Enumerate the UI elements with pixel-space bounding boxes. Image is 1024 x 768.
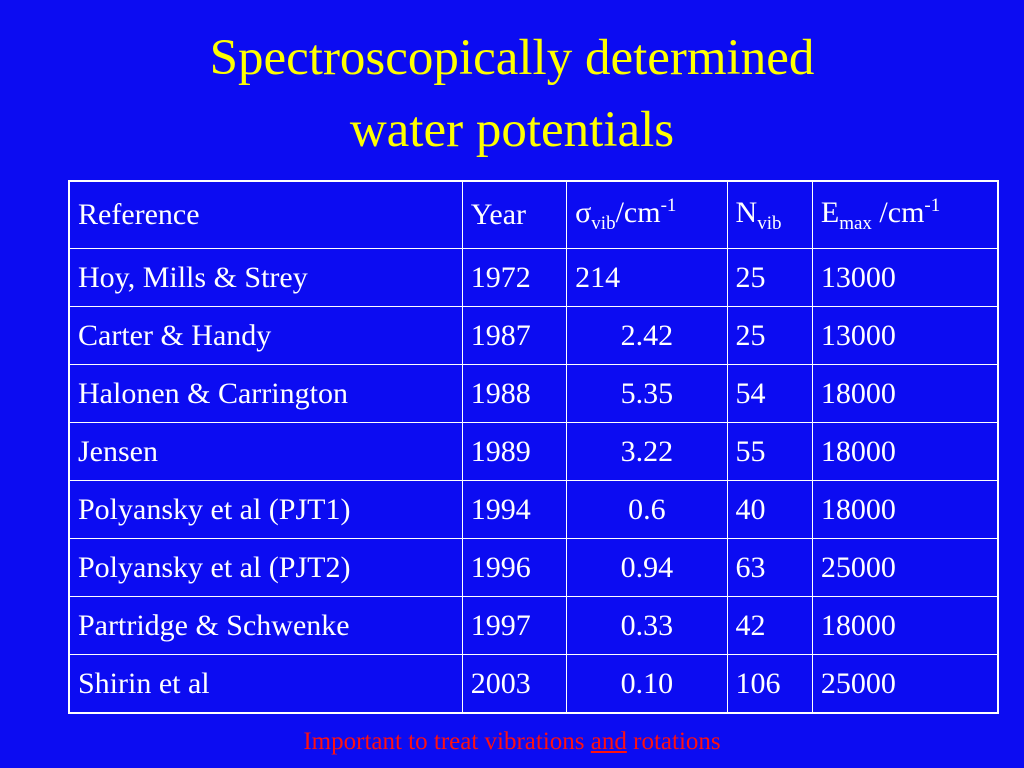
header-cell: Reference — [68, 180, 463, 249]
text-segment: rotations — [626, 728, 721, 755]
text-segment: Reference — [78, 198, 200, 231]
table-cell: 25 — [726, 306, 813, 365]
table-cell: 106 — [726, 654, 813, 714]
table-cell: 1996 — [461, 538, 568, 597]
table-cell: 2.42 — [566, 306, 728, 365]
table-cell: 18000 — [811, 596, 999, 655]
table-cell: 55 — [726, 422, 813, 481]
text-segment: σ — [575, 196, 592, 229]
header-cell: Year — [461, 180, 568, 249]
table-cell: 25 — [726, 248, 813, 307]
header-cell: σvib/cm-1 — [566, 180, 728, 249]
table-cell: 42 — [726, 596, 813, 655]
table-cell: Polyansky et al (PJT2) — [68, 538, 463, 597]
table-row: Hoy, Mills & Strey 1972 214 25 13000 — [68, 248, 999, 307]
table-row: Polyansky et al (PJT2) 1996 0.94 63 25000 — [68, 538, 999, 597]
table-cell: 214 — [566, 248, 728, 307]
table-cell: Halonen & Carrington — [68, 364, 463, 423]
table-cell: 18000 — [811, 364, 999, 423]
table-cell: 13000 — [811, 306, 999, 365]
table-cell: 1989 — [461, 422, 568, 481]
table-cell: Jensen — [68, 422, 463, 481]
text-segment: vib — [757, 212, 782, 234]
table-cell: 2003 — [461, 654, 568, 714]
table-cell: 25000 — [811, 654, 999, 714]
text-segment: vib — [591, 213, 616, 234]
table-cell: 1987 — [461, 306, 568, 365]
table-cell: Carter & Handy — [68, 306, 463, 365]
title-line: Spectroscopically determined — [209, 30, 815, 86]
table-cell: 1997 — [461, 596, 568, 655]
table-cell: 13000 — [811, 248, 999, 307]
text-segment: max — [839, 213, 872, 234]
slide-title: Spectroscopically determined water potent… — [0, 22, 1024, 166]
table-cell: 54 — [726, 364, 813, 423]
table-cell: Hoy, Mills & Strey — [68, 248, 463, 307]
table-cell: 5.35 — [566, 364, 728, 423]
text-segment: Important to treat vibrations — [303, 728, 591, 755]
footnote: Important to treat vibrations and rotati… — [0, 728, 1024, 756]
table-cell: 18000 — [811, 480, 999, 539]
table-cell: 1988 — [461, 364, 568, 423]
text-segment: Year — [470, 198, 527, 231]
text-segment: and — [590, 728, 627, 755]
table-cell: Polyansky et al (PJT1) — [68, 480, 463, 539]
table-cell: 0.10 — [566, 654, 728, 714]
title-line: water potentials — [349, 102, 675, 158]
text-segment: /cm — [871, 196, 925, 229]
table-row: Partridge & Schwenke 1997 0.33 42 18000 — [68, 596, 999, 655]
table-cell: 25000 — [811, 538, 999, 597]
text-segment: /cm — [615, 196, 661, 229]
text-segment: E — [820, 196, 840, 229]
data-table: Reference Year σvib/cm-1 Nvib Emax /cm-1 Hoy,… — [68, 180, 999, 714]
header-cell: Emax /cm-1 — [811, 180, 999, 249]
text-segment: N — [735, 195, 758, 229]
table-row: Carter & Handy 1987 2.42 25 13000 — [68, 306, 999, 365]
table-cell: Shirin et al — [68, 654, 463, 714]
header-cell: Nvib — [726, 180, 813, 249]
table-cell: 0.6 — [566, 480, 728, 539]
text-segment: -1 — [924, 195, 941, 216]
table-cell: 0.94 — [566, 538, 728, 597]
table-cell: 40 — [726, 480, 813, 539]
table-row: Shirin et al 2003 0.10 106 25000 — [68, 654, 999, 714]
table-row: Halonen & Carrington 1988 5.35 54 18000 — [68, 364, 999, 423]
text-segment: -1 — [660, 195, 677, 216]
header-row: Reference Year σvib/cm-1 Nvib Emax /cm-1 — [68, 180, 999, 249]
table-cell: 63 — [726, 538, 813, 597]
table-cell: 0.33 — [566, 596, 728, 655]
table-cell: 1994 — [461, 480, 568, 539]
table-cell: Partridge & Schwenke — [68, 596, 463, 655]
table-row: Polyansky et al (PJT1) 1994 0.6 40 18000 — [68, 480, 999, 539]
table-cell: 1972 — [461, 248, 568, 307]
table-row: Jensen 1989 3.22 55 18000 — [68, 422, 999, 481]
table-cell: 18000 — [811, 422, 999, 481]
table-cell: 3.22 — [566, 422, 728, 481]
